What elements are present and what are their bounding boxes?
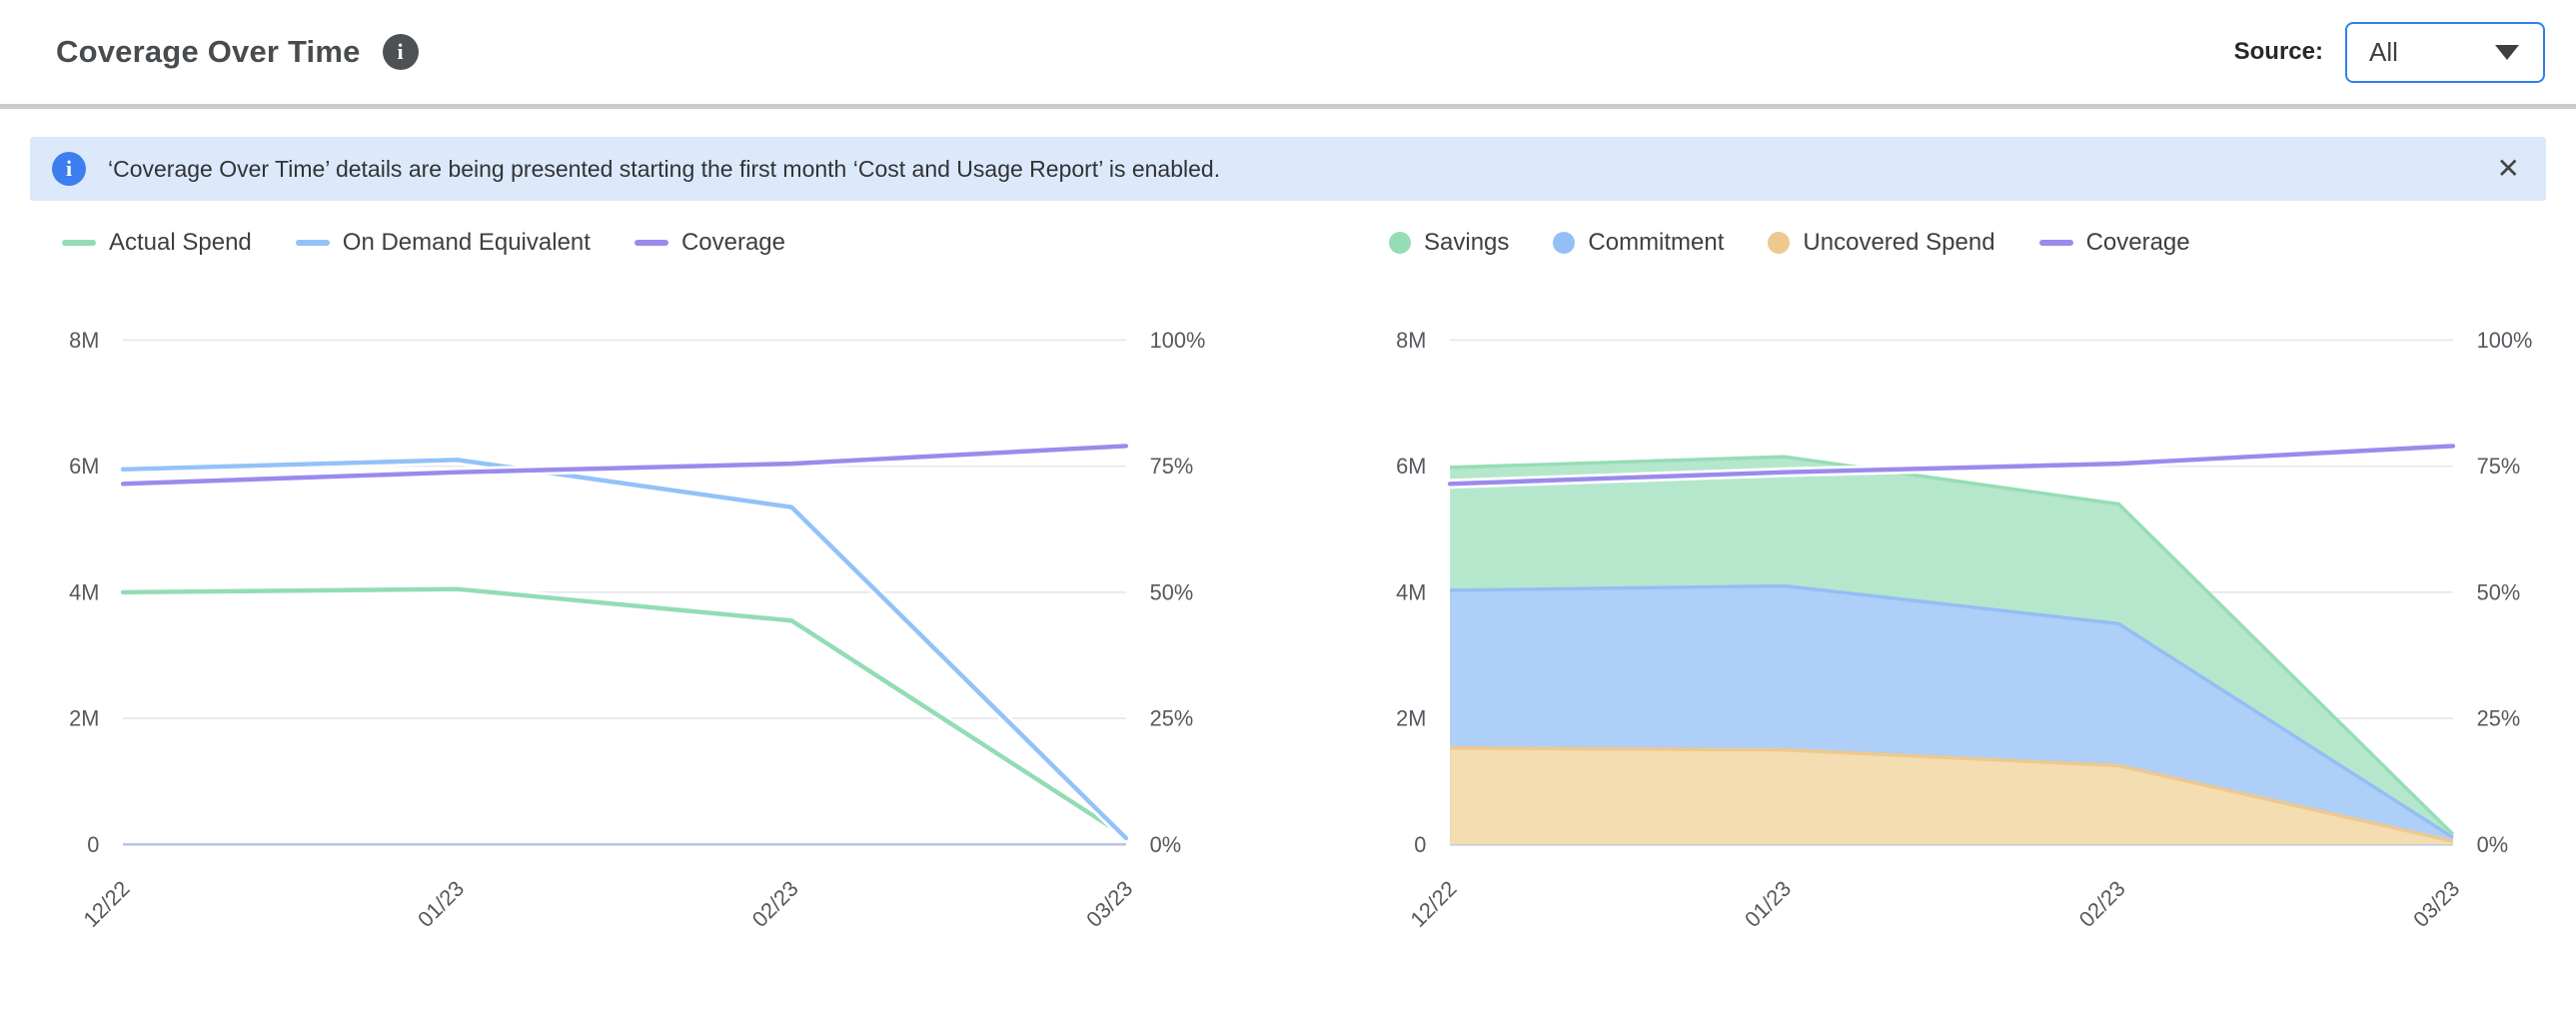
- left-axis-tick-label: 6M: [69, 454, 99, 479]
- legend-item-savings[interactable]: Savings: [1389, 229, 1509, 257]
- legend-swatch: [1768, 232, 1791, 254]
- series-line-actual-spend: [120, 586, 1129, 839]
- charts-row: Actual Spend On Demand Equivalent Coverage…: [0, 227, 2576, 985]
- info-banner: i ‘Coverage Over Time’ details are being…: [30, 137, 2546, 201]
- left-axis-tick-label: 2M: [1396, 706, 1426, 731]
- legend-item-coverage[interactable]: Coverage: [634, 229, 785, 257]
- left-axis-tick-label: 8M: [1396, 328, 1426, 353]
- legend-swatch: [2038, 240, 2073, 246]
- panel-header: Coverage Over Time i Source: All: [0, 0, 2576, 104]
- right-axis-tick-label: 25%: [1150, 706, 1194, 731]
- info-icon-glyph: i: [397, 39, 404, 64]
- left-axis-tick-label: 2M: [69, 706, 99, 731]
- legend-swatch: [295, 240, 330, 246]
- series-line-coverage: [1447, 444, 2456, 487]
- series-line-on-demand-equivalent: [120, 458, 1129, 841]
- left-axis-tick-label: 0: [1414, 832, 1426, 857]
- source-label: Source:: [2233, 38, 2323, 65]
- legend-item-commitment[interactable]: Commitment: [1553, 229, 1724, 257]
- legend-item-on-demand-equivalent[interactable]: On Demand Equivalent: [295, 229, 591, 257]
- x-axis-tick-label: 01/23: [1740, 876, 1796, 932]
- left-axis-tick-label: 6M: [1396, 454, 1426, 479]
- info-icon-glyph: i: [65, 156, 73, 181]
- legend-swatch: [62, 240, 96, 246]
- source-filter-group: Source: All: [2233, 21, 2545, 83]
- savings-area-chart-panel: Savings Commitment Uncovered Spend Coverage…: [1363, 227, 2540, 985]
- title-info-icon[interactable]: i: [382, 34, 419, 70]
- x-axis-tick-label: 03/23: [2408, 876, 2464, 932]
- legend-label: Uncovered Spend: [1803, 229, 1995, 256]
- x-axis-tick-label: 03/23: [1081, 876, 1137, 932]
- left-axis-tick-label: 4M: [1396, 579, 1426, 604]
- legend-label: Savings: [1424, 229, 1510, 256]
- legend-item-coverage[interactable]: Coverage: [2038, 229, 2190, 257]
- x-axis-tick-label: 02/23: [747, 876, 803, 932]
- area-edge: [1450, 455, 2455, 836]
- x-axis-tick-label: 12/22: [78, 876, 134, 932]
- area-chart-legend: Savings Commitment Uncovered Spend Coverage: [1389, 227, 2540, 259]
- line-chart-legend: Actual Spend On Demand Equivalent Coverage: [62, 227, 1213, 259]
- source-dropdown-value: All: [2369, 36, 2398, 67]
- right-axis-tick-label: 75%: [2477, 454, 2521, 479]
- legend-item-actual-spend[interactable]: Actual Spend: [62, 229, 252, 257]
- header-title-group: Coverage Over Time i: [56, 34, 419, 70]
- right-axis-tick-label: 75%: [1150, 454, 1194, 479]
- area-edge: [1450, 745, 2454, 843]
- right-axis-tick-label: 0%: [2477, 832, 2508, 857]
- x-axis-tick-label: 02/23: [2074, 876, 2130, 932]
- legend-item-uncovered-spend[interactable]: Uncovered Spend: [1768, 229, 1995, 257]
- line-casing: [118, 583, 1131, 842]
- legend-label: Commitment: [1588, 229, 1725, 256]
- left-axis-tick-label: 0: [87, 832, 99, 857]
- x-axis-tick-label: 12/22: [1405, 876, 1461, 932]
- right-axis-tick-label: 100%: [1150, 328, 1206, 353]
- legend-label: Coverage: [2085, 229, 2190, 256]
- spend-line-chart-panel: Actual Spend On Demand Equivalent Coverage…: [36, 227, 1213, 985]
- legend-label: Coverage: [680, 229, 785, 256]
- area-uncovered-spend: [1450, 747, 2453, 845]
- header-divider: [0, 104, 2576, 109]
- page-title: Coverage Over Time: [56, 34, 361, 69]
- chevron-down-icon: [2495, 44, 2519, 60]
- legend-label: On Demand Equivalent: [342, 229, 591, 256]
- source-dropdown[interactable]: All: [2345, 21, 2545, 83]
- coverage-over-time-panel: Coverage Over Time i Source: All i ‘Cove…: [0, 0, 2576, 985]
- coverage-line-chart: 0 2M 4M 6M 8M 0% 25% 50% 75% 100% 12/22 01/23 02/23 0…: [69, 328, 1206, 932]
- legend-swatch: [634, 240, 668, 246]
- right-axis-tick-label: 0%: [1150, 832, 1181, 857]
- banner-info-icon: i: [52, 152, 86, 186]
- line-casing: [118, 455, 1131, 843]
- right-axis-tick-label: 25%: [2477, 706, 2521, 731]
- legend-swatch: [1389, 232, 1411, 254]
- left-axis-tick-label: 8M: [69, 328, 99, 353]
- right-axis-tick-label: 50%: [2477, 579, 2521, 604]
- area-edge: [1450, 583, 2454, 839]
- legend-label: Actual Spend: [109, 229, 252, 256]
- banner-close-button[interactable]: ✕: [2496, 153, 2520, 184]
- x-axis-tick-label: 01/23: [413, 876, 469, 932]
- legend-swatch: [1553, 232, 1576, 254]
- left-axis-tick-label: 4M: [69, 579, 99, 604]
- coverage-area-chart: 0 2M 4M 6M 8M 0% 25% 50% 75% 100% 12/22 01/23 02/23 0…: [1396, 328, 2533, 932]
- right-axis-tick-label: 100%: [2477, 328, 2533, 353]
- right-axis-tick-label: 50%: [1150, 579, 1194, 604]
- banner-text: ‘Coverage Over Time’ details are being p…: [108, 155, 1221, 182]
- series-line-coverage: [120, 444, 1129, 487]
